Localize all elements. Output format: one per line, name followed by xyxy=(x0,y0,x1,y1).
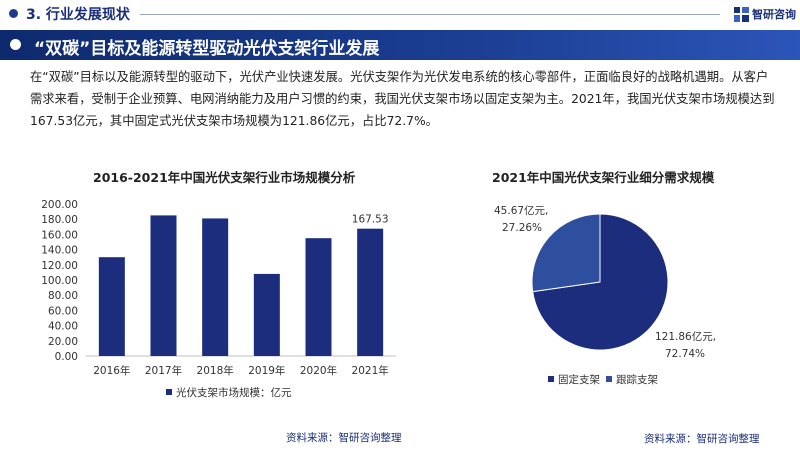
y-tick-label: 40.00 xyxy=(48,321,78,333)
pie-percent-label: 72.74% xyxy=(665,348,705,360)
y-tick-label: 180.00 xyxy=(41,214,78,226)
brand-logo: 智研咨询 xyxy=(734,5,796,23)
title-banner: “双碳”目标及能源转型驱动光伏支架行业发展 xyxy=(0,30,800,60)
y-tick-label: 20.00 xyxy=(48,336,78,348)
bar-2017年 xyxy=(150,215,177,356)
x-tick-label: 2019年 xyxy=(248,364,285,377)
y-tick-label: 140.00 xyxy=(41,245,78,257)
banner-bullet xyxy=(10,39,21,50)
bar-2019年 xyxy=(253,273,280,356)
y-tick-label: 60.00 xyxy=(48,305,78,317)
pie-source-note: 资料来源：智研咨询整理 xyxy=(644,433,760,445)
logo-icon xyxy=(734,6,749,22)
y-tick-label: 100.00 xyxy=(41,275,78,287)
x-tick-label: 2020年 xyxy=(300,364,337,377)
section-title: 3. 行业发展现状 xyxy=(26,7,130,23)
pie-legend-label: 跟踪支架 xyxy=(616,373,658,386)
pie-percent-label: 27.26% xyxy=(502,222,542,234)
x-tick-label: 2016年 xyxy=(93,364,130,377)
pie-value-label: 121.86亿元, xyxy=(655,330,716,343)
bar-2021年 xyxy=(357,228,384,356)
x-tick-label: 2017年 xyxy=(145,364,182,377)
x-tick-label: 2021年 xyxy=(352,364,389,377)
pie-chart-title: 2021年中国光伏支架行业细分需求规模 xyxy=(492,170,715,185)
y-tick-label: 160.00 xyxy=(41,229,78,241)
bar-source-note: 资料来源：智研咨询整理 xyxy=(286,432,402,444)
pie-legend-swatch xyxy=(548,376,554,382)
bar-2020年 xyxy=(305,238,332,356)
bar-2018年 xyxy=(202,218,229,356)
y-tick-label: 0.00 xyxy=(55,351,78,363)
pie-value-label: 45.67亿元, xyxy=(494,204,548,217)
y-tick-label: 200.00 xyxy=(41,199,78,211)
section-divider xyxy=(140,14,720,15)
pie-slice-跟踪支架 xyxy=(531,213,601,293)
bar-chart-title: 2016-2021年中国光伏支架行业市场规模分析 xyxy=(93,170,356,185)
y-tick-label: 80.00 xyxy=(48,290,78,302)
pie-chart: 121.86亿元, 72.74% 45.67亿元, 27.26% 固定支架 跟踪支架 xyxy=(494,204,716,386)
pie-legend-swatch xyxy=(606,376,612,382)
top-bar: 3. 行业发展现状 智研咨询 xyxy=(0,0,800,28)
banner-title: “双碳”目标及能源转型驱动光伏支架行业发展 xyxy=(34,39,380,59)
legend-swatch xyxy=(166,389,172,395)
x-tick-label: 2018年 xyxy=(197,364,234,377)
legend-label: 光伏支架市场规模：亿元 xyxy=(176,386,292,399)
bar-chart: 0.00 20.00 40.00 60.00 80.00 100.00 120.00 140.… xyxy=(41,199,396,399)
intro-paragraph: 在“双碳”目标以及能源转型的驱动下，光伏产业快速发展。光伏支架作为光伏发电系统的… xyxy=(30,70,775,128)
bar-2016年 xyxy=(98,257,125,356)
y-tick-label: 120.00 xyxy=(41,260,78,272)
pie-legend-label: 固定支架 xyxy=(558,373,600,386)
section-bullet xyxy=(9,9,18,18)
bar-data-label: 167.53 xyxy=(352,214,389,226)
logo-text: 智研咨询 xyxy=(752,8,796,21)
